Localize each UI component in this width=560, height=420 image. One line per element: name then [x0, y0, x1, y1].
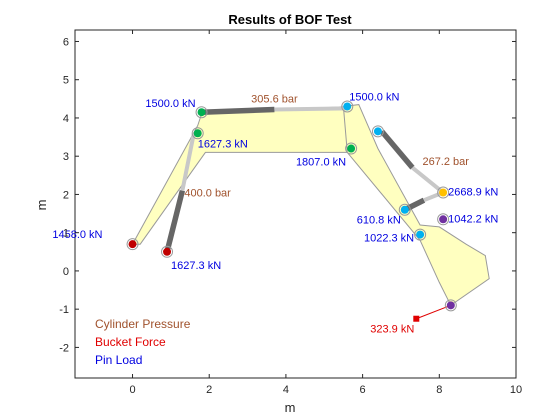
- pressure-label-2: 267.2 bar: [422, 156, 469, 168]
- x-tick-label-2: 4: [283, 384, 289, 396]
- pin-ring-9: [437, 213, 450, 226]
- pin-load-label-5: 1807.0 kN: [296, 157, 346, 169]
- cylinder-barrel-0: [164, 189, 186, 253]
- pin-dot-1: [163, 247, 172, 256]
- pin-dot-4: [343, 102, 352, 111]
- y-tick-label-4: 2: [63, 189, 69, 201]
- pin-load-label-1: 1627.3 kN: [171, 260, 221, 272]
- pin-ring-5: [345, 142, 358, 155]
- axis-ticks: 0 2 4 6 8 10 -2 -1 0 1 2 3 4 5 6: [59, 30, 522, 396]
- pin-ring-2: [191, 127, 204, 140]
- pin-ring-7: [437, 186, 450, 199]
- cylinder-rod-1: [274, 106, 348, 112]
- pin-load-label-7: 2668.9 kN: [448, 187, 498, 199]
- pressure-label-1: 400.0 bar: [184, 188, 231, 200]
- cylinder-rod-2: [411, 166, 445, 195]
- y-tick-label-2: 0: [63, 266, 69, 278]
- pin-markers: [126, 100, 457, 312]
- legend-item-1: Bucket Force: [95, 335, 166, 349]
- pin-load-label-9: 1042.2 kN: [448, 213, 498, 225]
- y-tick-label-8: 6: [63, 36, 69, 48]
- legend-item-0: Cylinder Pressure: [95, 317, 191, 331]
- chart-title: Results of BOF Test: [228, 12, 352, 27]
- cylinder-barrel-1: [201, 106, 275, 115]
- pin-ring-0: [126, 238, 139, 251]
- x-tick-label-4: 8: [436, 384, 442, 396]
- pin-ring-6: [371, 125, 384, 138]
- pin-load-label-0: 1458.0 kN: [52, 229, 102, 241]
- pin-dot-6: [373, 127, 382, 136]
- y-tick-label-0: -2: [59, 342, 69, 354]
- y-tick-label-7: 5: [63, 75, 69, 87]
- bucket-force-marker: [413, 315, 420, 322]
- pin-dot-11: [446, 301, 455, 310]
- cylinder-barrel-2: [379, 129, 415, 170]
- plot-area: [74, 29, 517, 379]
- legend-item-2: Pin Load: [95, 353, 142, 367]
- pin-load-label-3: 1500.0 kN: [145, 98, 195, 110]
- pin-ring-8: [398, 203, 411, 216]
- pin-dot-2: [193, 129, 202, 138]
- pin-load-label-8: 610.8 kN: [357, 215, 401, 227]
- pin-load-label-4: 1500.0 kN: [349, 91, 399, 103]
- x-tick-label-5: 10: [510, 384, 522, 396]
- pin-ring-3: [195, 106, 208, 119]
- x-tick-label-3: 6: [360, 384, 366, 396]
- bucket-force-label: 323.9 kN: [370, 324, 414, 336]
- pin-ring-11: [444, 299, 457, 312]
- pin-ring-4: [341, 100, 354, 113]
- pin-dot-8: [400, 205, 409, 214]
- cylinder-rod-0: [180, 132, 196, 192]
- pin-load-label-2: 1627.3 kN: [198, 138, 248, 150]
- pin-ring-1: [161, 245, 174, 258]
- bucket-force-vector: [413, 304, 451, 322]
- bucket-force-line: [416, 304, 451, 320]
- pin-ring-10: [414, 228, 427, 241]
- y-tick-label-1: -1: [59, 304, 69, 316]
- x-tick-label-1: 2: [206, 384, 212, 396]
- x-axis-label: m: [285, 400, 296, 415]
- pin-dot-10: [416, 230, 425, 239]
- pin-dot-9: [439, 215, 448, 224]
- pin-dot-0: [128, 240, 137, 249]
- y-tick-label-5: 3: [63, 151, 69, 163]
- pin-dot-3: [197, 108, 206, 117]
- y-tick-label-6: 4: [63, 113, 69, 125]
- annotation-labels: 1458.0 kN 1627.3 kN 1627.3 kN 1500.0 kN 1500…: [52, 91, 498, 335]
- legend: Cylinder Pressure Bucket Force Pin Load: [95, 317, 191, 367]
- y-axis-label: m: [34, 200, 49, 211]
- y-tick-label-3: 1: [63, 228, 69, 240]
- x-tick-label-0: 0: [129, 384, 135, 396]
- pin-dot-7: [439, 188, 448, 197]
- pin-dot-5: [347, 144, 356, 153]
- pin-load-label-10: 1022.3 kN: [364, 233, 414, 245]
- pressure-label-0: 305.6 bar: [251, 93, 298, 105]
